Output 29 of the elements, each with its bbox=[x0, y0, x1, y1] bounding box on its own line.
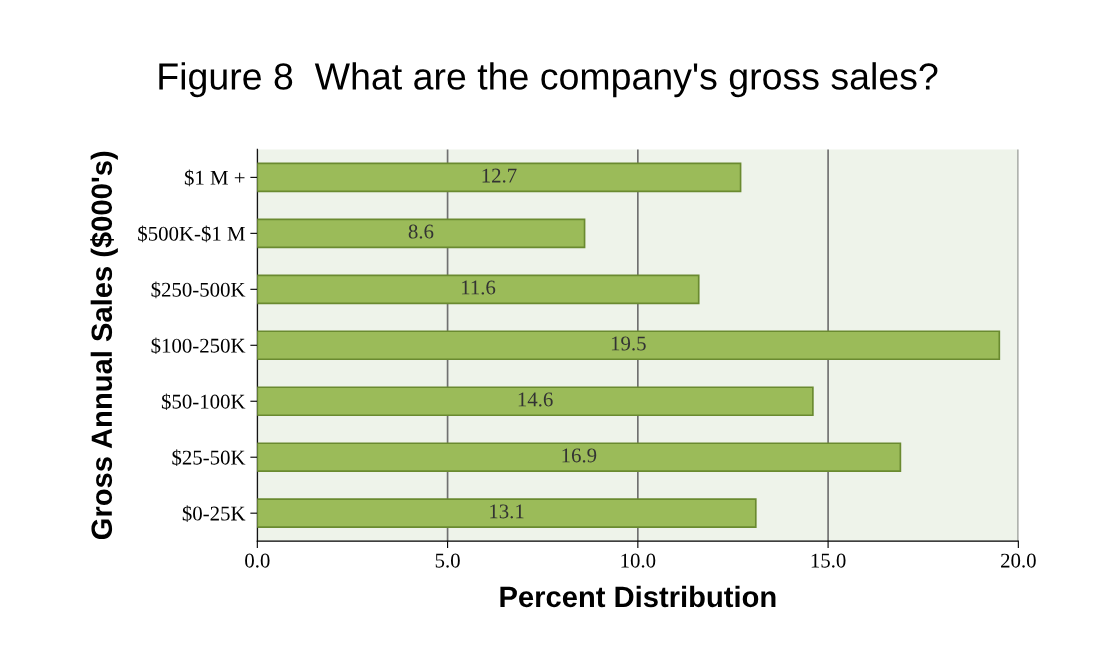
bar bbox=[257, 442, 902, 473]
data-label: 12.7 bbox=[482, 168, 517, 183]
x-tick-label: 15.0 bbox=[811, 553, 846, 568]
y-tick-label: $100-250K bbox=[151, 337, 246, 355]
bar bbox=[257, 386, 814, 417]
y-tick-label: $0-25K bbox=[182, 505, 246, 522]
data-label: 19.5 bbox=[611, 336, 646, 351]
chart-title: Figure 8 What are the company's gross sales? bbox=[159, 62, 938, 98]
y-tick-label: $500K-$1 M bbox=[138, 225, 245, 243]
data-label: 13.1 bbox=[490, 504, 524, 519]
y-tick-label: $1 M + bbox=[184, 169, 245, 187]
x-tick-label: 20.0 bbox=[1001, 553, 1036, 568]
bar bbox=[257, 498, 757, 529]
bar bbox=[257, 162, 742, 193]
bar bbox=[257, 218, 586, 249]
y-tick-label: $50-100K bbox=[161, 393, 246, 411]
y-tick-label: $250-500K bbox=[151, 281, 246, 299]
bar bbox=[257, 330, 1001, 361]
x-tick-label: 0.0 bbox=[245, 553, 270, 568]
data-label: 14.6 bbox=[518, 392, 553, 407]
bar bbox=[257, 274, 700, 305]
y-axis-title: Gross Annual Sales ($000's) bbox=[90, 151, 118, 540]
x-tick-label: 5.0 bbox=[435, 553, 460, 568]
data-label: 8.6 bbox=[408, 224, 434, 239]
x-tick-label: 10.0 bbox=[621, 553, 656, 568]
data-label: 11.6 bbox=[462, 280, 496, 295]
y-tick-label: $25-50K bbox=[172, 449, 246, 467]
data-label: 16.9 bbox=[562, 448, 597, 463]
x-axis-title: Percent Distribution bbox=[500, 585, 776, 608]
